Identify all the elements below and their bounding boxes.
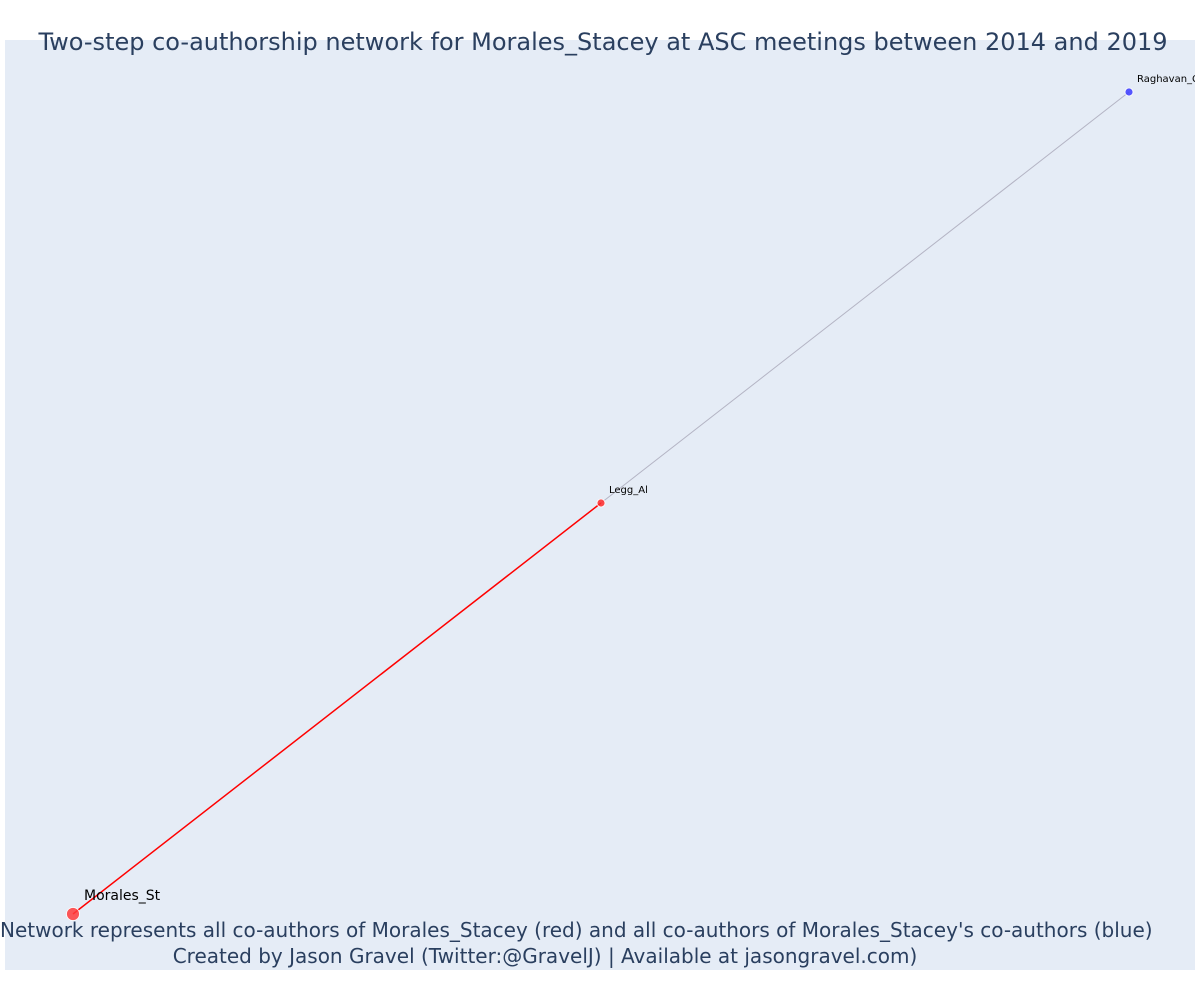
- chart-title: Two-step co-authorship network for Moral…: [38, 28, 1168, 56]
- caption-line-1: Network represents all co-authors of Mor…: [0, 918, 1153, 942]
- network-node-legg-al[interactable]: [596, 498, 606, 508]
- node-label-raghavan-c: Raghavan_Cl: [1137, 74, 1200, 85]
- caption-line-2: Created by Jason Gravel (Twitter:@Gravel…: [172, 944, 918, 968]
- network-node-raghavan-c[interactable]: [1124, 87, 1134, 97]
- network-node-morales-stacey[interactable]: [66, 907, 80, 921]
- network-edge-2: [600, 91, 1130, 504]
- network-edge-1: [72, 502, 602, 915]
- node-label-legg-al: Legg_Al: [609, 485, 648, 496]
- node-label-morales-stacey: Morales_St: [84, 888, 161, 904]
